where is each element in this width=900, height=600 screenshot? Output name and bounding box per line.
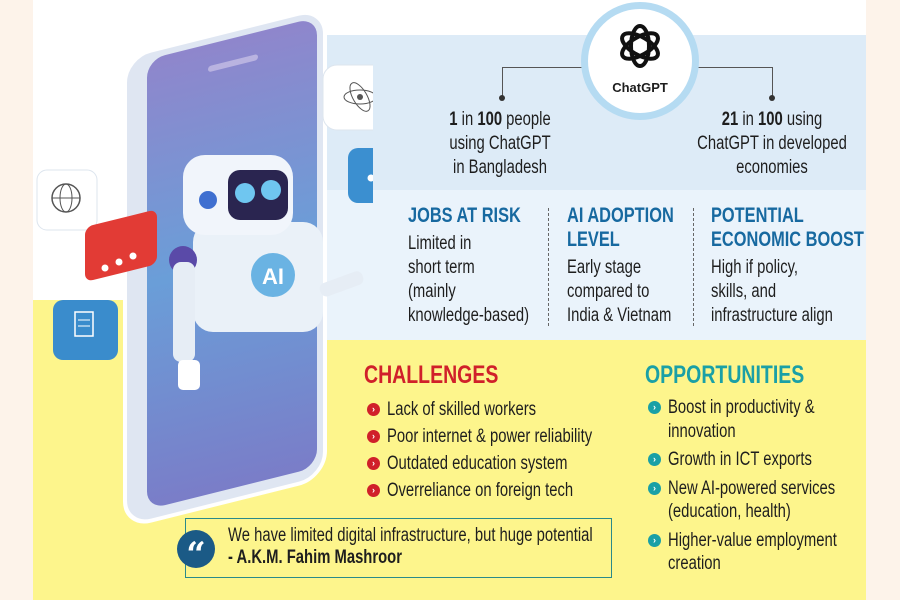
yellow-panel-right xyxy=(320,340,866,600)
quote-text: We have limited digital infrastructure, … xyxy=(228,525,593,546)
blue-panel-bottom xyxy=(320,190,866,340)
connector-dot xyxy=(769,95,775,101)
opportunity-item: › Growth in ICT exports xyxy=(645,448,866,472)
stat-line: ChatGPT in developed xyxy=(697,133,847,154)
chat-dots-icon-red xyxy=(85,210,157,281)
atom-icon-bubble xyxy=(322,64,373,131)
document-icon-bubble xyxy=(53,300,118,360)
challenge-item: › Lack of skilled workers xyxy=(364,396,650,423)
chevron-bullet-icon: › xyxy=(367,484,380,497)
column-title: POTENTIAL xyxy=(711,204,804,227)
connector-right xyxy=(693,67,773,97)
connector-left xyxy=(502,67,615,97)
opportunity-item: › Boost in productivity & innovation xyxy=(645,396,866,443)
phone-robot-illustration: AI xyxy=(36,10,373,524)
chevron-bullet-icon: › xyxy=(648,401,661,414)
quote-content: We have limited digital infrastructure, … xyxy=(228,525,696,569)
stat-line: using ChatGPT xyxy=(449,133,551,154)
opportunity-item: › New AI-powered services (education, heal… xyxy=(645,477,866,524)
column-ai-adoption: AI ADOPTION LEVEL Early stage compared to I… xyxy=(567,204,674,326)
chatgpt-logo: ChatGPT xyxy=(581,2,699,120)
opportunity-item: › Higher-value employment creation xyxy=(645,529,866,576)
chevron-bullet-icon: › xyxy=(648,481,661,495)
chevron-bullet-icon: › xyxy=(648,453,661,466)
challenges-title: CHALLENGES xyxy=(364,361,499,389)
chat-dots-icon-blue xyxy=(348,148,373,203)
stat-line: 21 in 100 using xyxy=(721,109,823,130)
quote-author: - A.K.M. Fahim Mashroor xyxy=(228,547,403,568)
openai-logo-icon xyxy=(620,24,660,68)
column-economic-boost: POTENTIAL ECONOMIC BOOST High if policy, s… xyxy=(711,204,864,326)
challenge-item: › Poor internet & power reliability xyxy=(364,423,650,450)
chevron-bullet-icon: › xyxy=(367,457,380,470)
robot-ai-label: AI xyxy=(262,264,284,289)
challenge-item: › Outdated education system xyxy=(364,450,650,477)
globe-icon-bubble xyxy=(36,169,98,231)
opportunities-section: OPPORTUNITIES › Boost in productivity & in… xyxy=(645,361,866,576)
column-title: JOBS AT RISK xyxy=(408,204,521,227)
divider xyxy=(693,208,694,326)
chevron-bullet-icon: › xyxy=(367,430,380,443)
stat-line: 1 in 100 people xyxy=(449,109,551,130)
stat-line: in Bangladesh xyxy=(453,157,547,178)
chevron-bullet-icon: › xyxy=(367,403,380,416)
connector-dot xyxy=(499,95,505,101)
challenge-item: › Overreliance on foreign tech xyxy=(364,477,650,504)
column-jobs-at-risk: JOBS AT RISK Limited in short term (mainly… xyxy=(408,204,530,326)
infographic: AI ChatGPT 1 in 100 people using ChatGPT… xyxy=(33,0,866,600)
divider xyxy=(548,208,549,326)
quote-icon: “ xyxy=(177,530,215,575)
chatgpt-label: ChatGPT xyxy=(612,80,668,95)
robot: AI xyxy=(169,155,364,390)
opportunities-title: OPPORTUNITIES xyxy=(645,361,805,389)
challenges-section: CHALLENGES › Lack of skilled workers › Poo… xyxy=(364,361,650,504)
chevron-bullet-icon: › xyxy=(648,533,661,547)
stat-developed: 21 in 100 using ChatGPT in developed eco… xyxy=(672,108,866,180)
stat-line: economies xyxy=(736,157,808,178)
stat-bangladesh: 1 in 100 people using ChatGPT in Banglad… xyxy=(400,108,600,180)
column-title: AI ADOPTION xyxy=(567,204,674,227)
